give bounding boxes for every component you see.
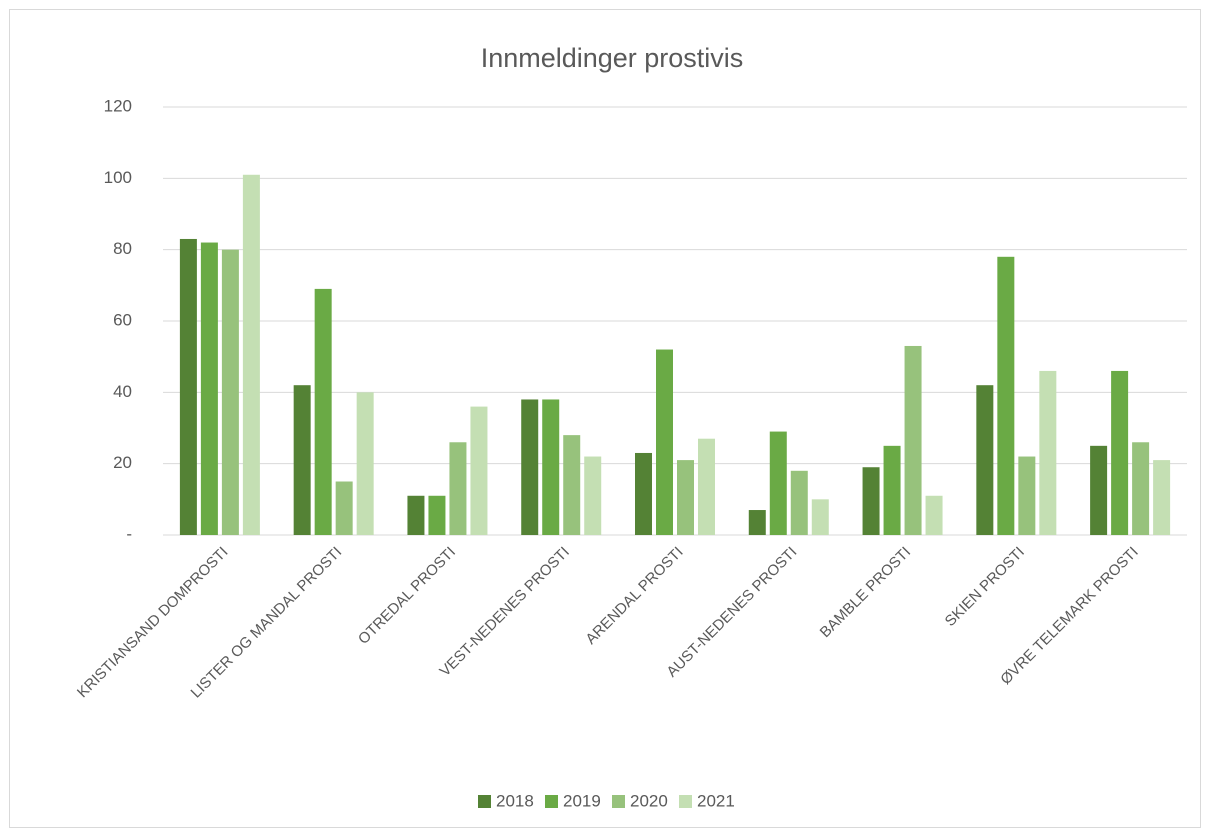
- bar: [1132, 442, 1150, 535]
- bar: [356, 392, 374, 535]
- bar: [656, 349, 673, 535]
- bar: [221, 249, 239, 535]
- bar: [904, 345, 922, 535]
- bar: [335, 481, 353, 535]
- y-tick-label: -: [126, 524, 132, 543]
- bar: [1039, 370, 1057, 535]
- legend-swatch: [478, 795, 491, 808]
- y-tick-label: 20: [113, 453, 132, 472]
- bar: [1090, 445, 1108, 535]
- bar: [976, 385, 994, 535]
- bar: [200, 242, 218, 536]
- legend-swatch: [545, 795, 558, 808]
- bar: [698, 438, 715, 535]
- bar: [470, 406, 488, 535]
- y-tick-label: 100: [104, 168, 132, 187]
- bar: [1018, 456, 1036, 535]
- bar: [635, 452, 652, 535]
- bar: [748, 510, 766, 535]
- legend-label: 2019: [563, 791, 601, 810]
- bar: [242, 174, 260, 535]
- legend-label: 2021: [697, 791, 735, 810]
- bar: [314, 288, 332, 535]
- bar: [862, 467, 880, 535]
- bar: [925, 495, 943, 535]
- legend-swatch: [612, 795, 625, 808]
- chart-title: Innmeldinger prostivis: [481, 43, 744, 73]
- bar: [449, 442, 467, 535]
- bar: [542, 399, 560, 535]
- bar: [769, 431, 787, 535]
- bar: [428, 495, 446, 535]
- bar: [293, 385, 311, 535]
- bar: [1153, 460, 1171, 535]
- y-tick-label: 40: [113, 382, 132, 401]
- legend-swatch: [679, 795, 692, 808]
- bar: [811, 499, 829, 535]
- bar: [997, 256, 1015, 535]
- y-tick-label: 60: [113, 310, 132, 329]
- bar: [1111, 370, 1129, 535]
- bar: [521, 399, 539, 535]
- y-tick-label: 120: [104, 96, 132, 115]
- bar: [563, 435, 581, 535]
- bar: [584, 456, 602, 535]
- legend-label: 2020: [630, 791, 668, 810]
- bar: [407, 495, 425, 535]
- y-tick-label: 80: [113, 239, 132, 258]
- bar: [790, 470, 808, 535]
- bar: [883, 445, 901, 535]
- legend-label: 2018: [496, 791, 534, 810]
- bar: [179, 238, 197, 535]
- bar: [677, 460, 694, 535]
